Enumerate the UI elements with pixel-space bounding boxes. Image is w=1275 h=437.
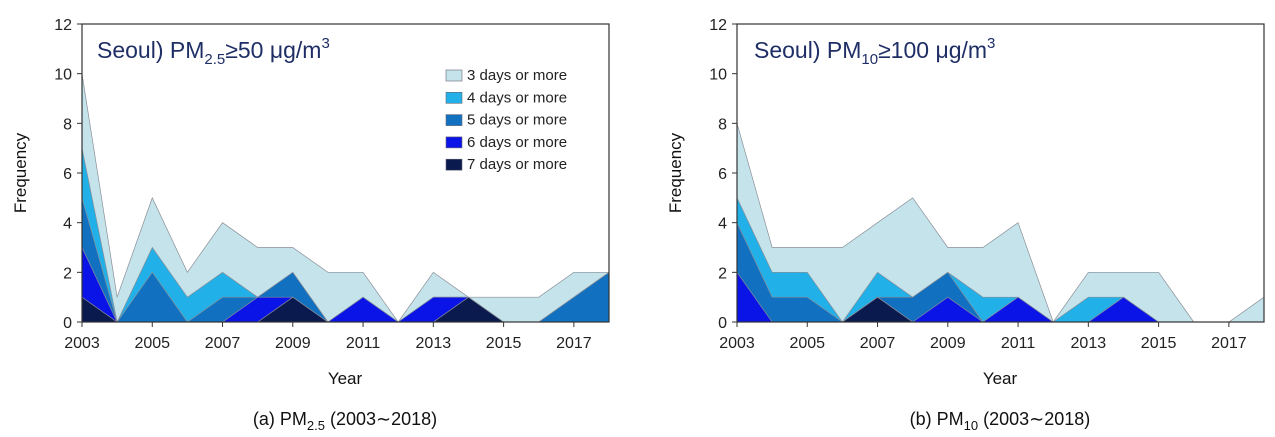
- legend-swatch: [445, 136, 463, 149]
- caption-prefix: (b) PM: [910, 409, 964, 429]
- y-tick-label: 12: [709, 17, 727, 34]
- x-tick-label: 2009: [930, 335, 966, 352]
- legend-label: 5 days or more: [467, 112, 567, 129]
- legend-swatch: [445, 92, 463, 104]
- x-tick-label: 2013: [1071, 335, 1107, 352]
- y-tick-label: 2: [718, 265, 727, 282]
- x-tick-label: 2009: [275, 335, 311, 352]
- caption-subscript: 2.5: [307, 418, 325, 433]
- chart-svg-pm10: 0 2 4 6 8 10 12 2003 2005 2007 2009 2011 2013 2015 201…: [666, 17, 1265, 433]
- x-tick-label: 2017: [556, 335, 592, 352]
- x-tick-label: 2011: [346, 335, 381, 352]
- y-tick-label: 8: [63, 116, 72, 133]
- chart-panel-pm25: 0 2 4 6 8 10 12 2003 2005 2007 2009 2011 2013 2015 201…: [0, 0, 637, 437]
- x-tick-label: 2005: [789, 335, 825, 352]
- x-tick-label: 2011: [1001, 335, 1036, 352]
- caption-subscript: 10: [964, 418, 978, 433]
- chart-title-prefix: Seoul) PM: [97, 37, 204, 63]
- area-3-days-or-more: [81, 73, 610, 323]
- chart-title-subscript: 2.5: [204, 51, 225, 68]
- legend-label: 6 days or more: [467, 134, 567, 151]
- y-tick-label: 6: [718, 166, 727, 183]
- x-axis-label: Year: [983, 369, 1018, 388]
- y-axis-label: Frequency: [11, 132, 30, 213]
- figure-caption: (b) PM10 (2003∼2018): [910, 409, 1091, 433]
- y-tick-label: 4: [718, 216, 727, 233]
- y-tick-label: 0: [718, 315, 727, 332]
- chart-title-superscript: 3: [987, 35, 995, 52]
- chart-title: Seoul) PM10≥100 μg/m3: [754, 35, 995, 68]
- x-tick-label: 2013: [416, 335, 452, 352]
- chart-title-threshold: ≥50 μg/m: [225, 37, 321, 63]
- legend-label: 7 days or more: [467, 156, 567, 173]
- x-tick-label: 2015: [1141, 335, 1177, 352]
- caption-suffix: (2003∼2018): [325, 409, 437, 429]
- caption-suffix: (2003∼2018): [978, 409, 1090, 429]
- y-tick-label: 10: [54, 67, 72, 84]
- x-tick-label: 2015: [486, 335, 522, 352]
- legend-swatch: [445, 114, 463, 126]
- chart-title-superscript: 3: [321, 35, 329, 52]
- figure-caption: (a) PM2.5 (2003∼2018): [253, 409, 437, 433]
- x-tick-label: 2003: [64, 335, 100, 352]
- chart-title: Seoul) PM2.5≥50 μg/m3: [97, 35, 330, 68]
- chart-svg-pm25: 0 2 4 6 8 10 12 2003 2005 2007 2009 2011 2013 2015 201…: [11, 17, 610, 433]
- legend-label: 4 days or more: [467, 89, 567, 106]
- y-tick-label: 2: [63, 265, 72, 282]
- y-tick-label: 8: [718, 116, 727, 133]
- chart-title-subscript: 10: [861, 51, 878, 68]
- y-axis-label: Frequency: [666, 132, 685, 213]
- x-tick-label: 2003: [719, 335, 755, 352]
- x-axis-label: Year: [328, 369, 363, 388]
- x-tick-label: 2005: [134, 335, 170, 352]
- y-tick-label: 0: [63, 315, 72, 332]
- x-tick-label: 2017: [1211, 335, 1247, 352]
- y-tick-label: 12: [54, 17, 72, 34]
- y-tick-label: 4: [63, 216, 72, 233]
- legend-swatch: [445, 158, 463, 171]
- legend-label: 3 days or more: [467, 67, 567, 84]
- x-tick-label: 2007: [205, 335, 241, 352]
- chart-title-prefix: Seoul) PM: [754, 37, 861, 63]
- y-tick-label: 10: [709, 67, 727, 84]
- x-tick-label: 2007: [860, 335, 896, 352]
- chart-title-threshold: ≥100 μg/m: [878, 37, 987, 63]
- legend-swatch: [445, 69, 463, 82]
- y-tick-label: 6: [63, 166, 72, 183]
- caption-prefix: (a) PM: [253, 409, 307, 429]
- chart-panel-pm10: 0 2 4 6 8 10 12 2003 2005 2007 2009 2011 2013 2015 201…: [655, 0, 1275, 437]
